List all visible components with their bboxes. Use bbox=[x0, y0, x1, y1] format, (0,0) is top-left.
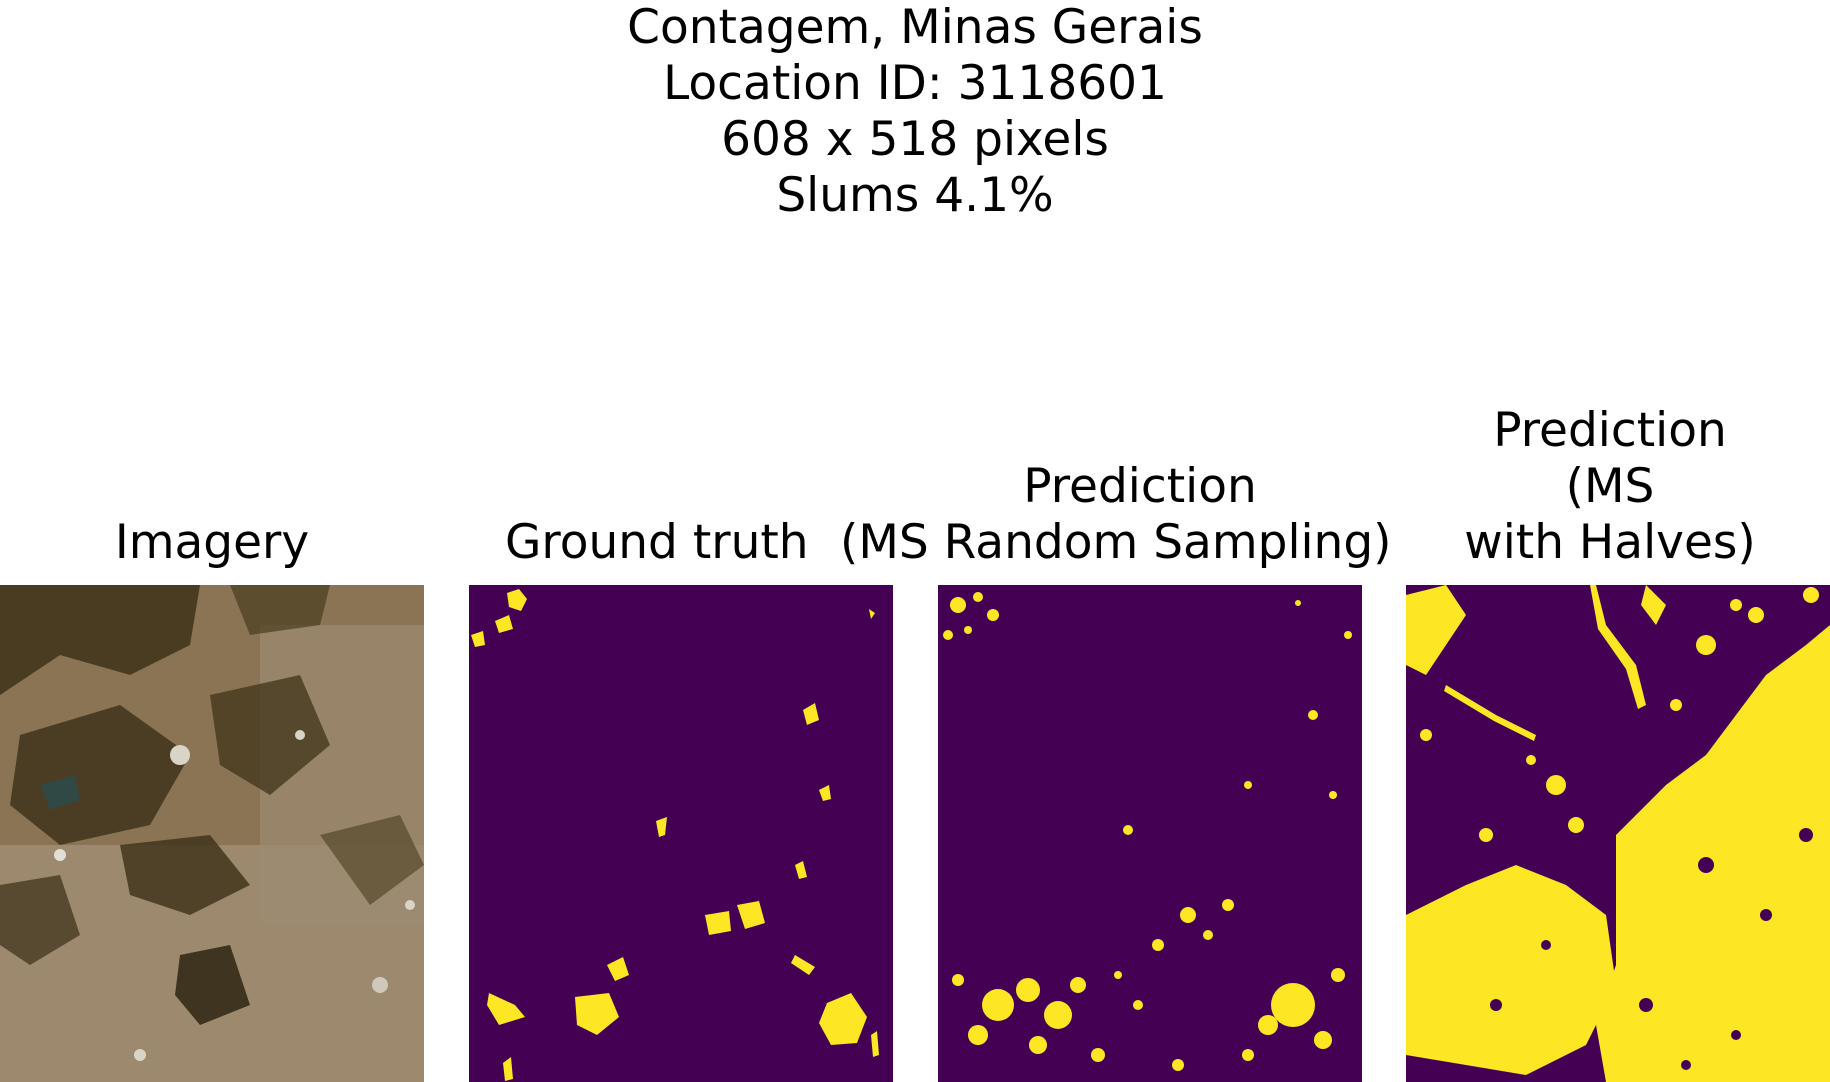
figure-title-size: 608 x 518 pixels bbox=[721, 112, 1109, 167]
prediction-random-mask bbox=[938, 585, 1362, 1082]
prediction-halves-panel bbox=[1406, 585, 1830, 1082]
panel-title-prediction-random-line-2: (MS Random Sampling) bbox=[840, 515, 1392, 570]
panel-title-ground-truth: Ground truth bbox=[505, 515, 865, 571]
prediction-random-panel bbox=[938, 585, 1362, 1082]
ground-truth-panel bbox=[469, 585, 893, 1082]
panel-title-ground-truth-line: Ground truth bbox=[505, 515, 809, 570]
panel-title-imagery: Imagery bbox=[0, 515, 424, 571]
panel-title-imagery-line: Imagery bbox=[114, 515, 310, 570]
panel-title-prediction-halves-line-2: (MS bbox=[1565, 459, 1655, 514]
panel-title-prediction-halves-line-1: Prediction bbox=[1493, 403, 1727, 458]
figure-title: Contagem, Minas Gerais Location ID: 3118… bbox=[0, 0, 1830, 224]
panel-title-prediction-random-line-1: Prediction bbox=[1023, 459, 1257, 514]
prediction-halves-mask bbox=[1406, 585, 1830, 1082]
imagery-panel bbox=[0, 585, 424, 1082]
panel-title-prediction-halves: Prediction (MS with Halves) bbox=[1440, 403, 1780, 571]
figure-title-slums: Slums 4.1% bbox=[776, 168, 1054, 223]
figure-title-location: Contagem, Minas Gerais bbox=[627, 0, 1203, 55]
panel-title-prediction-halves-line-3: with Halves) bbox=[1464, 515, 1756, 570]
figure-title-location-id: Location ID: 3118601 bbox=[663, 56, 1167, 111]
panel-title-prediction-random: Prediction (MS Random Sampling) bbox=[840, 459, 1440, 571]
ground-truth-mask bbox=[469, 585, 893, 1082]
imagery-image bbox=[0, 585, 424, 1082]
